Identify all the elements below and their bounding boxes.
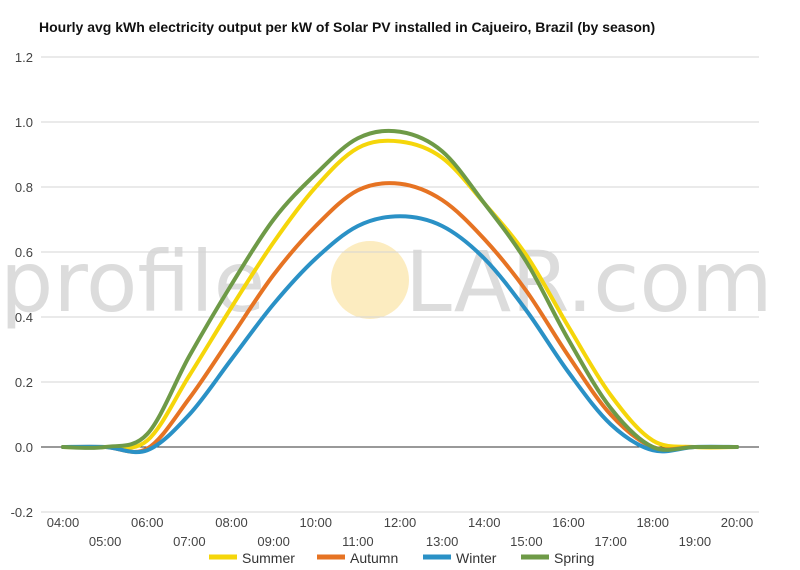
x-tick-label: 09:00	[257, 534, 290, 549]
x-tick-label: 12:00	[384, 515, 417, 530]
x-tick-label: 04:00	[47, 515, 80, 530]
y-tick-label: -0.2	[11, 505, 33, 520]
x-axis: 04:00 05:00 06:00 07:00 08:00 09:00 10:00 11:00…	[47, 515, 754, 549]
x-tick-label: 07:00	[173, 534, 206, 549]
legend[interactable]: Summer Autumn Winter Spring	[209, 550, 594, 566]
y-tick-label: 0.4	[15, 310, 33, 325]
y-tick-label: 1.2	[15, 50, 33, 65]
grid	[41, 56, 759, 513]
y-tick-label: 1.0	[15, 115, 33, 130]
x-tick-label: 19:00	[679, 534, 712, 549]
x-tick-label: 10:00	[299, 515, 332, 530]
series-line-winter	[61, 214, 739, 455]
legend-item-winter[interactable]: Winter	[423, 550, 497, 566]
legend-item-autumn[interactable]: Autumn	[317, 550, 398, 566]
x-tick-label: 14:00	[468, 515, 501, 530]
legend-label: Spring	[554, 550, 594, 566]
series-line-autumn	[61, 181, 739, 454]
y-tick-label: 0.2	[15, 375, 33, 390]
x-tick-label: 18:00	[636, 515, 669, 530]
x-tick-label: 05:00	[89, 534, 122, 549]
chart-title: Hourly avg kWh electricity output per kW…	[39, 19, 656, 35]
legend-item-spring[interactable]: Spring	[521, 550, 594, 566]
watermark: profile LAR.com	[0, 233, 773, 331]
x-tick-label: 13:00	[426, 534, 459, 549]
x-tick-label: 08:00	[215, 515, 248, 530]
watermark-sun	[331, 241, 409, 319]
series-lines	[61, 128, 739, 455]
x-tick-label: 16:00	[552, 515, 585, 530]
x-tick-label: 17:00	[594, 534, 627, 549]
legend-label: Winter	[456, 550, 497, 566]
series-line-summer	[61, 138, 739, 450]
x-tick-label: 15:00	[510, 534, 543, 549]
legend-label: Summer	[242, 550, 295, 566]
x-tick-label: 11:00	[342, 534, 374, 549]
x-tick-label: 06:00	[131, 515, 164, 530]
x-tick-label: 20:00	[721, 515, 754, 530]
legend-item-summer[interactable]: Summer	[209, 550, 295, 566]
series-line-spring	[61, 128, 739, 452]
y-tick-label: 0.0	[15, 440, 33, 455]
legend-label: Autumn	[350, 550, 398, 566]
y-tick-label: 0.8	[15, 180, 33, 195]
y-tick-label: 0.6	[15, 245, 33, 260]
y-axis: -0.2 0.0 0.2 0.4 0.6 0.8 1.0 1.2	[11, 50, 33, 520]
watermark-text-right: LAR.com	[405, 233, 773, 331]
watermark-text-left: profile	[0, 233, 265, 331]
